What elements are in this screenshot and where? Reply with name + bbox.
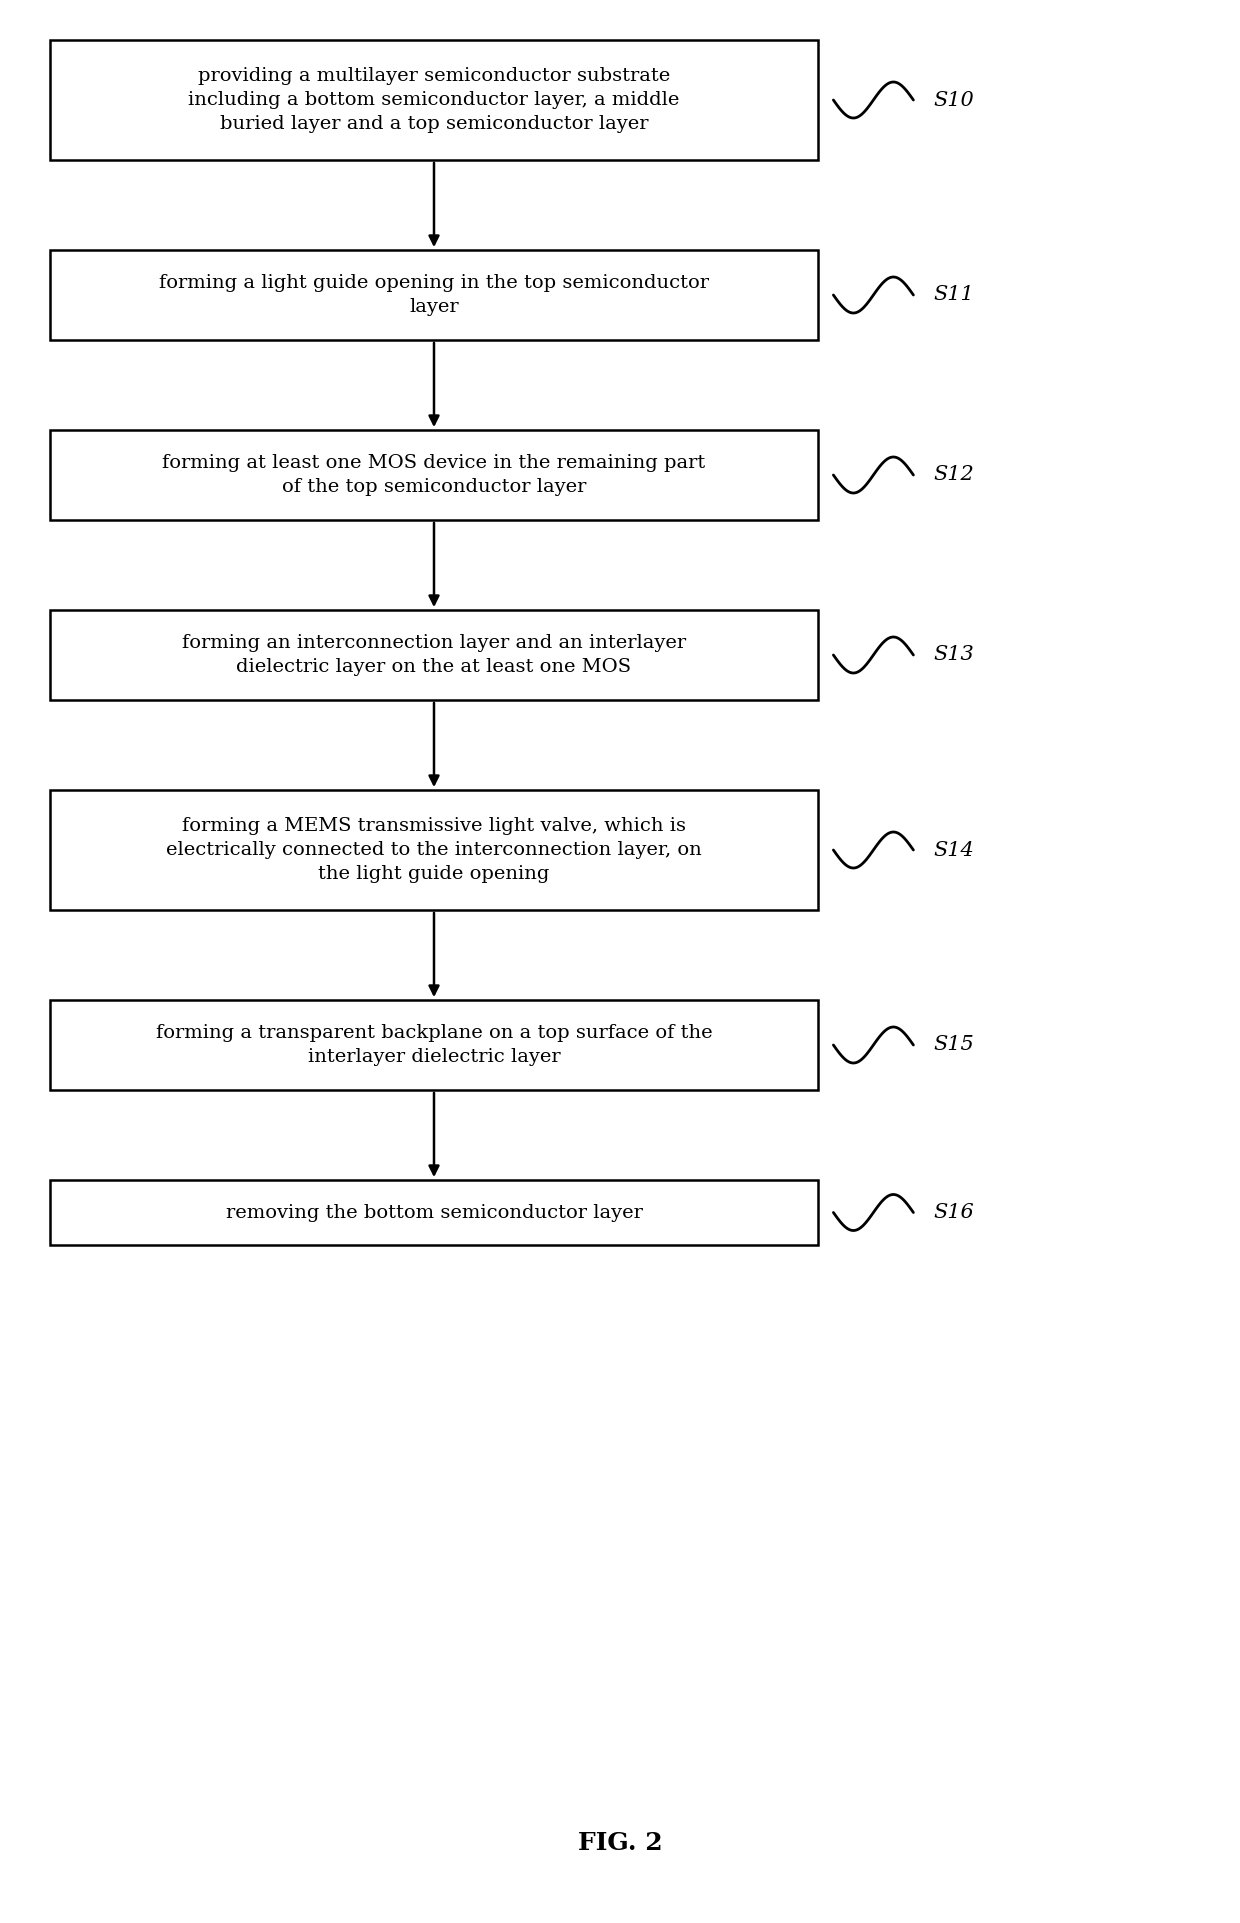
Text: forming an interconnection layer and an interlayer
dielectric layer on the at le: forming an interconnection layer and an … [182, 635, 686, 677]
Text: S13: S13 [934, 646, 975, 665]
Text: S16: S16 [934, 1204, 975, 1221]
Bar [50, 250, 818, 340]
Text: S10: S10 [934, 90, 975, 110]
Text: S15: S15 [934, 1035, 975, 1054]
Bar [50, 1000, 818, 1090]
Text: forming a light guide opening in the top semiconductor
layer: forming a light guide opening in the top… [159, 273, 709, 315]
Text: S14: S14 [934, 840, 975, 860]
Bar [50, 431, 818, 519]
Text: S12: S12 [934, 465, 975, 485]
Text: forming at least one MOS device in the remaining part
of the top semiconductor l: forming at least one MOS device in the r… [162, 454, 706, 496]
Text: S11: S11 [934, 285, 975, 304]
Text: forming a MEMS transmissive light valve, which is
electrically connected to the : forming a MEMS transmissive light valve,… [166, 817, 702, 883]
Bar [50, 790, 818, 910]
Text: forming a transparent backplane on a top surface of the
interlayer dielectric la: forming a transparent backplane on a top… [156, 1023, 712, 1065]
Text: removing the bottom semiconductor layer: removing the bottom semiconductor layer [226, 1204, 642, 1221]
Bar [50, 610, 818, 700]
Text: FIG. 2: FIG. 2 [578, 1831, 662, 1856]
Bar [50, 1181, 818, 1244]
Bar [50, 40, 818, 160]
Text: providing a multilayer semiconductor substrate
including a bottom semiconductor : providing a multilayer semiconductor sub… [188, 67, 680, 133]
